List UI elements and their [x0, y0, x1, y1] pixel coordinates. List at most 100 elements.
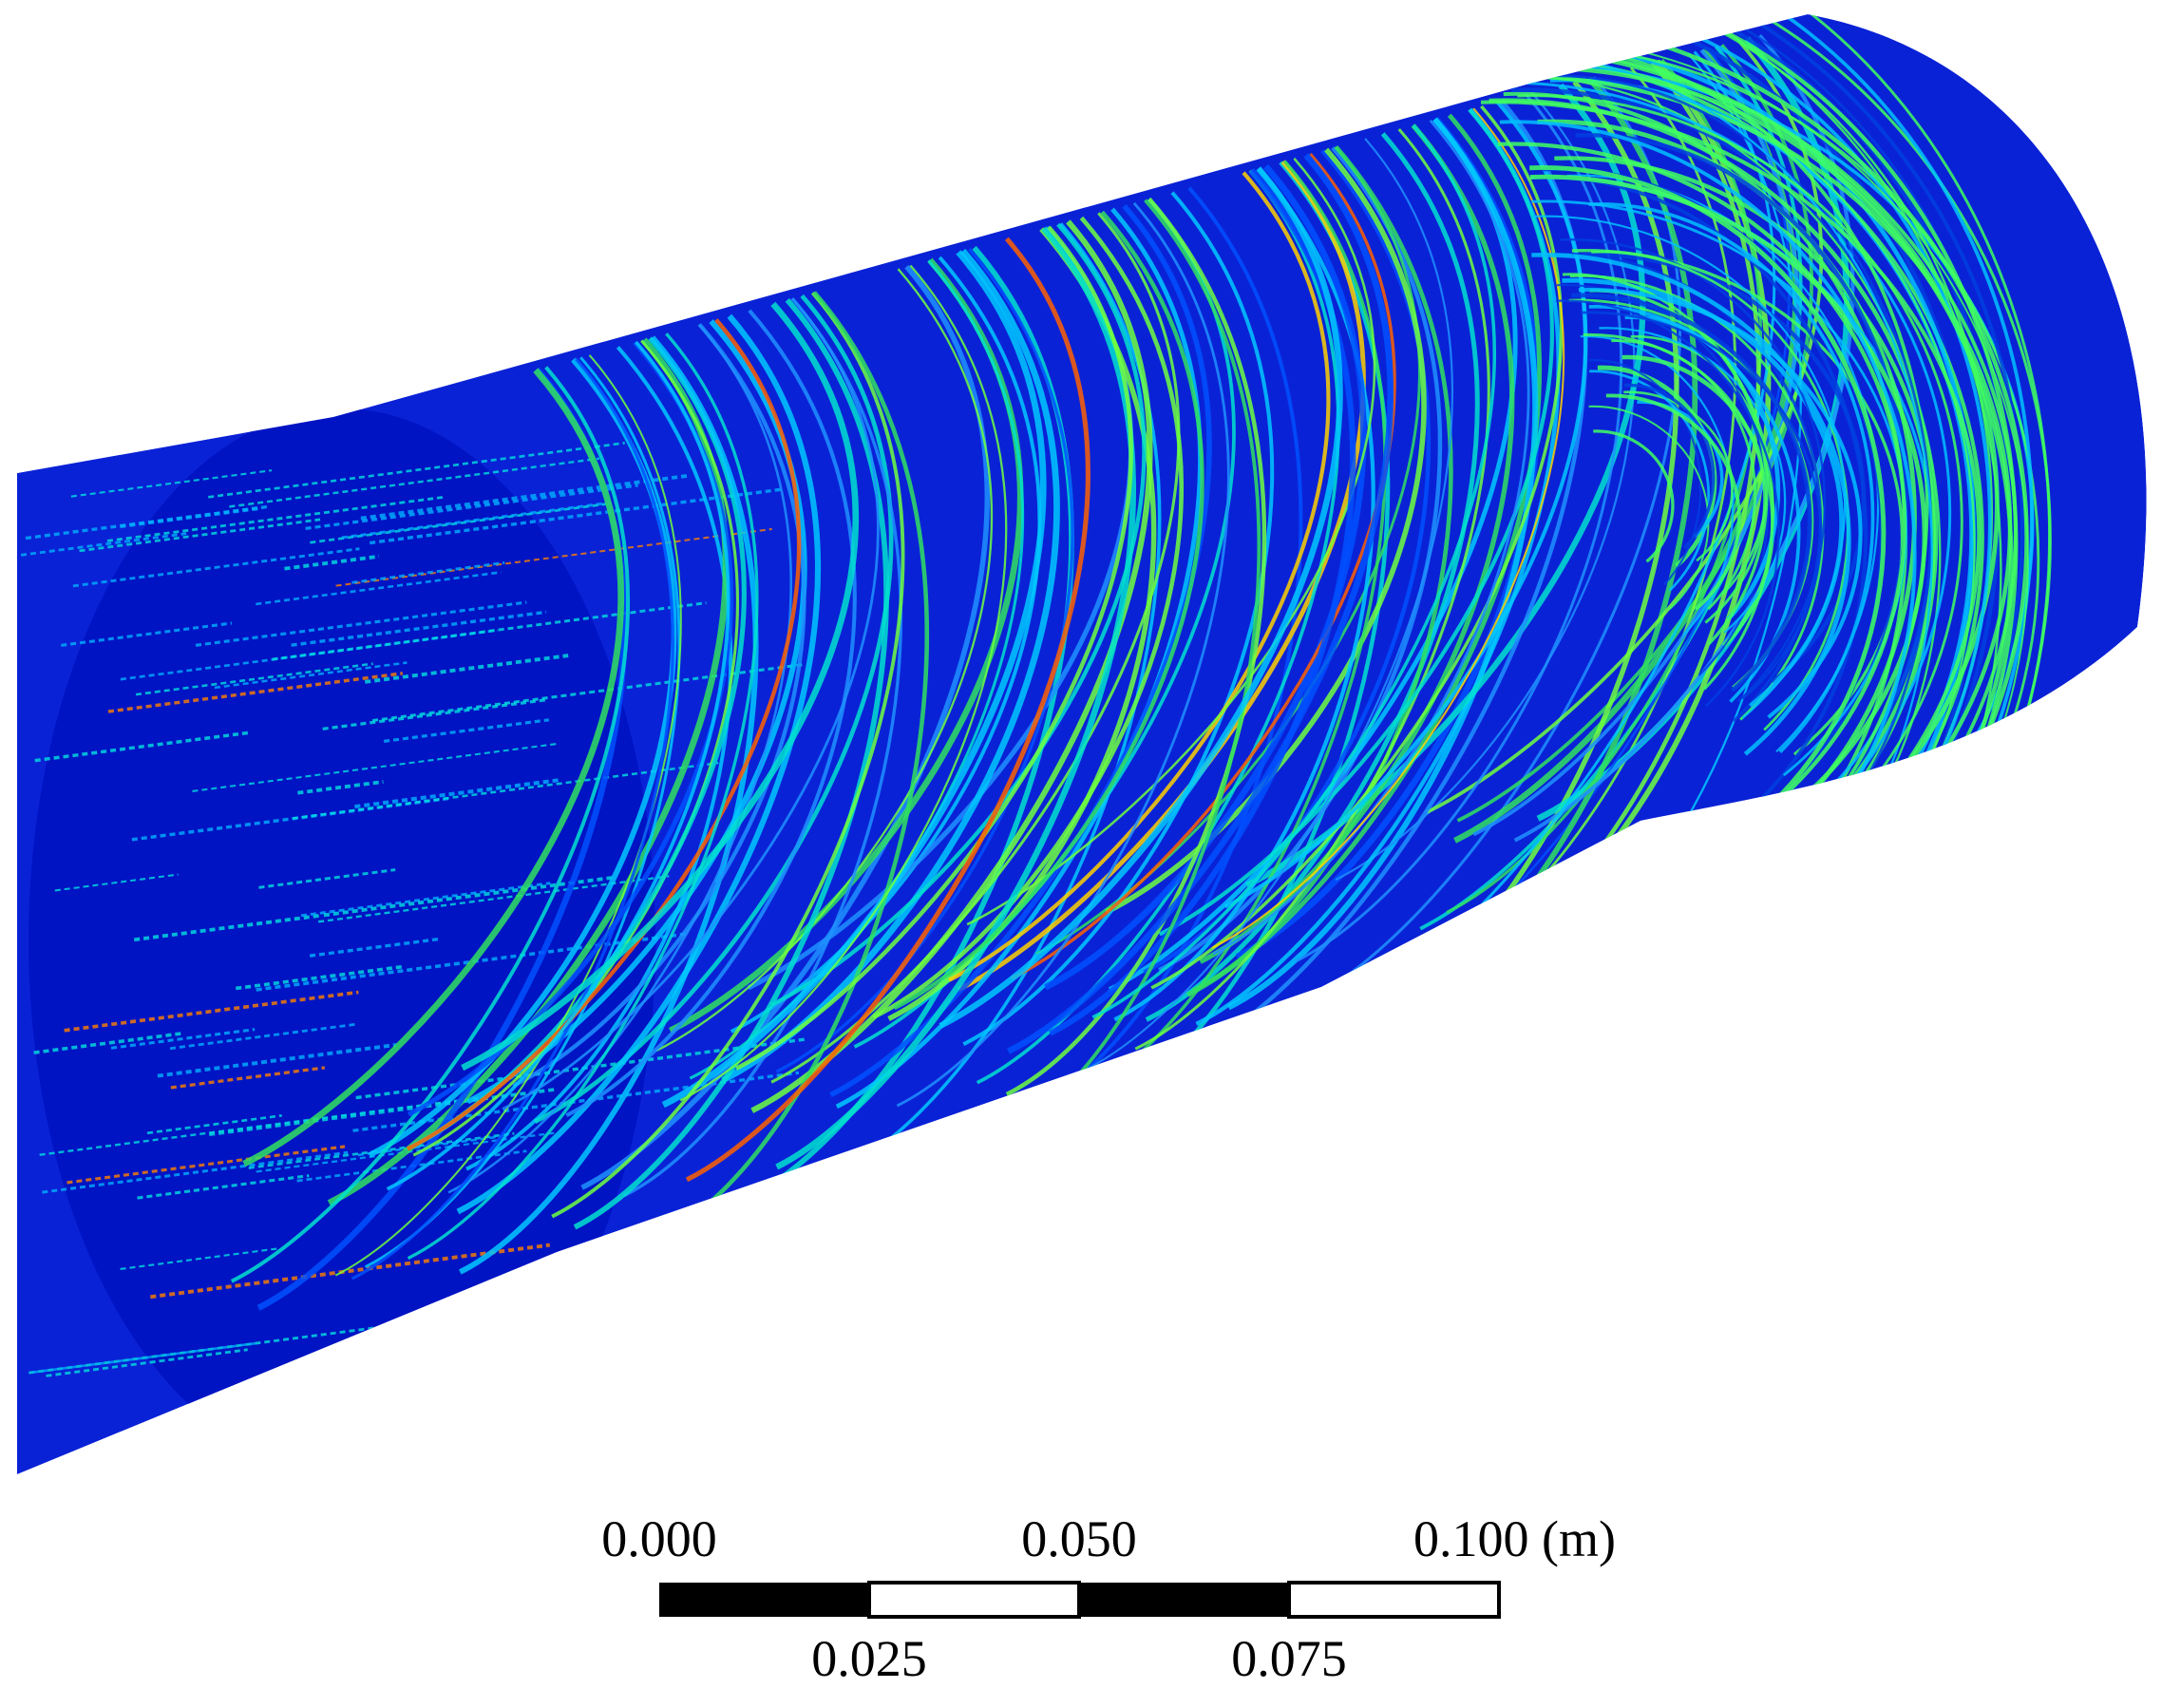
streamline — [1085, 138, 1453, 1071]
swirl-line — [1588, 405, 1710, 611]
streamline — [465, 346, 733, 1171]
streamline — [957, 160, 1366, 993]
streamline — [1158, 107, 1554, 937]
swirl-line — [1589, 359, 1702, 585]
streamline — [447, 323, 792, 1194]
scale-label: 0.050 — [1021, 1510, 1137, 1567]
streamline — [580, 264, 990, 1190]
swirl-line — [1531, 199, 1907, 777]
swirl-line — [1583, 332, 1767, 624]
swirl-line — [1554, 156, 1937, 827]
streamline — [872, 216, 1185, 1019]
swirl-line — [1623, 383, 1716, 549]
scale-label: 0.025 — [811, 1630, 927, 1687]
streamline — [775, 248, 1074, 1073]
streamline — [730, 256, 1042, 1034]
streak — [61, 621, 233, 647]
streamline — [461, 301, 859, 1072]
scale-segment — [659, 1583, 869, 1617]
streamline — [1108, 117, 1518, 992]
swirl-line — [1589, 370, 1711, 592]
streamline — [1145, 132, 1480, 1022]
streak — [70, 469, 273, 498]
streamline — [1113, 166, 1375, 1022]
streamline — [406, 318, 802, 1151]
streamline — [829, 203, 1212, 1098]
streamline — [1158, 146, 1443, 973]
streamline — [1105, 147, 1427, 915]
scale-label: 0.000 — [601, 1510, 717, 1567]
swirl-line — [1553, 252, 1822, 723]
streamline — [1295, 92, 1623, 963]
streak — [33, 1032, 183, 1054]
streamline — [769, 222, 1147, 1008]
streamline — [661, 291, 930, 1238]
streak — [34, 731, 249, 763]
scale-label: 0.075 — [1231, 1630, 1347, 1687]
scale-segment — [1287, 1581, 1501, 1619]
swirl-line — [1589, 289, 1769, 645]
streak — [64, 990, 359, 1033]
streamline — [1186, 113, 1542, 997]
streamline — [685, 237, 1090, 1183]
scale-segment — [1079, 1583, 1289, 1617]
swirl-line — [1517, 94, 1963, 843]
streamline — [775, 226, 1136, 1170]
streak — [42, 1150, 349, 1194]
swirl-line — [1537, 119, 1917, 816]
streamline — [230, 366, 631, 1283]
streak — [365, 654, 569, 684]
swirl-line — [1605, 393, 1741, 611]
swirl-line — [1537, 46, 1976, 899]
streamline — [1006, 153, 1394, 1054]
streak — [135, 662, 373, 696]
streamline — [966, 157, 1376, 926]
streak — [383, 718, 550, 743]
streak — [46, 1348, 248, 1377]
streamline — [573, 297, 889, 1230]
streak — [133, 913, 323, 942]
streamline — [939, 166, 1343, 1029]
swirl-line — [1533, 175, 1868, 805]
streak — [169, 1023, 355, 1051]
streamline — [1223, 100, 1588, 909]
streamline — [655, 268, 994, 1053]
streamline — [679, 264, 1008, 1102]
streamline — [962, 191, 1275, 1046]
streak — [284, 554, 380, 571]
streak — [208, 1087, 557, 1137]
streak — [192, 743, 558, 792]
swirl-line — [1571, 293, 1812, 693]
scale-label: 0.100 (m) — [1413, 1510, 1616, 1567]
streamline — [893, 210, 1204, 1011]
streak — [107, 672, 404, 713]
swirl-line — [1489, 81, 1952, 836]
streamline — [661, 250, 1047, 1109]
streamline — [735, 225, 1133, 1071]
streak — [292, 761, 719, 820]
streamline-tube — [17, 14, 2147, 1474]
streak — [25, 504, 270, 541]
streak — [229, 457, 600, 508]
swirl-line — [1529, 174, 1927, 806]
streamline — [334, 354, 682, 1277]
streamline — [1091, 123, 1496, 1019]
swirl-line — [1556, 299, 1780, 708]
streamline — [502, 297, 880, 1110]
streamline — [1077, 160, 1387, 1099]
swirl-line — [1497, 142, 1907, 808]
swirl-line — [1593, 429, 1675, 563]
streak — [32, 1341, 259, 1374]
streak — [39, 1095, 484, 1156]
streak — [195, 600, 527, 647]
streamline — [1211, 107, 1565, 949]
streak — [54, 873, 179, 892]
streak — [360, 473, 690, 521]
streak — [297, 780, 384, 795]
streak — [258, 868, 396, 889]
streak — [272, 601, 707, 661]
swirl-line — [1531, 215, 1847, 719]
streak — [305, 484, 638, 530]
